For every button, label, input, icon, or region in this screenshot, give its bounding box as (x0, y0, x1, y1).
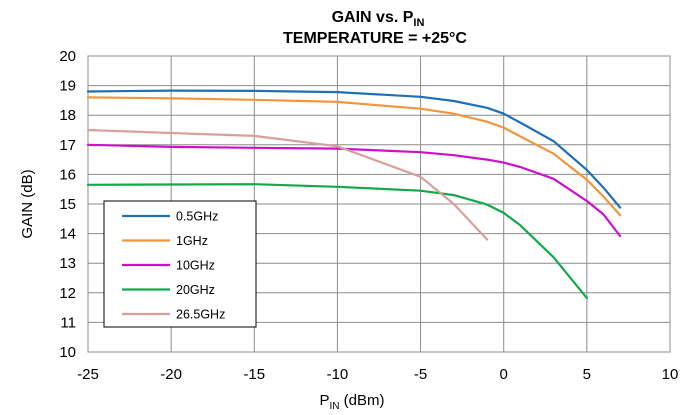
y-tick-label: 19 (59, 78, 76, 95)
y-tick-label: 18 (59, 107, 76, 124)
xlabel-subscript: IN (330, 401, 340, 412)
legend-label: 26.5GHz (176, 308, 225, 322)
legend-label: 20GHz (176, 283, 215, 297)
y-tick-label: 11 (60, 314, 76, 331)
y-tick-label: 13 (59, 255, 76, 272)
y-tick-label: 17 (59, 137, 76, 154)
y-tick-labels: 10 11 12 13 14 15 16 17 18 19 20 (59, 48, 76, 361)
series-line-26-5ghz (86, 128, 489, 241)
series-line-20ghz (86, 183, 589, 300)
y-tick-label: 12 (59, 285, 76, 302)
plot-frame (87, 55, 671, 353)
legend-label: 10GHz (176, 259, 215, 273)
xlabel-unit: (dBm) (340, 392, 385, 409)
x-tick-label: -10 (327, 366, 349, 383)
x-tick-label: 5 (583, 366, 591, 383)
y-axis-label: GAIN (dB) (19, 169, 36, 238)
x-tick-labels: -25 -20 -15 -10 -5 0 5 10 (77, 366, 678, 383)
x-tick-label: -25 (77, 366, 99, 383)
series-lines (86, 89, 622, 300)
x-tick-label: -20 (160, 366, 182, 383)
series-line-0-5ghz (86, 89, 622, 209)
x-tick-label: 0 (500, 366, 508, 383)
legend-label: 1GHz (176, 234, 208, 248)
y-tick-label: 16 (59, 166, 76, 183)
y-tick-label: 14 (59, 226, 76, 243)
y-tick-label: 20 (59, 48, 76, 65)
chart-title-line2: TEMPERATURE = +25°C (283, 30, 467, 47)
y-tick-label: 15 (59, 196, 76, 213)
title-subscript: IN (413, 17, 424, 29)
series-line-10ghz (86, 143, 622, 238)
legend: 0.5GHz 1GHz 10GHz 20GHz 26.5GHz (103, 200, 257, 328)
x-tick-label: -15 (243, 366, 265, 383)
xlabel-main: P (319, 392, 329, 409)
legend-label: 0.5GHz (176, 210, 218, 224)
chart-title-line1: GAIN vs. PIN (332, 9, 425, 29)
title-main: GAIN vs. P (332, 9, 414, 26)
x-axis-label: PIN (dBm) (319, 392, 384, 412)
y-tick-label: 10 (59, 344, 76, 361)
x-tick-label: 10 (662, 366, 679, 383)
x-tick-label: -5 (414, 366, 427, 383)
series-line-1ghz (86, 96, 622, 217)
